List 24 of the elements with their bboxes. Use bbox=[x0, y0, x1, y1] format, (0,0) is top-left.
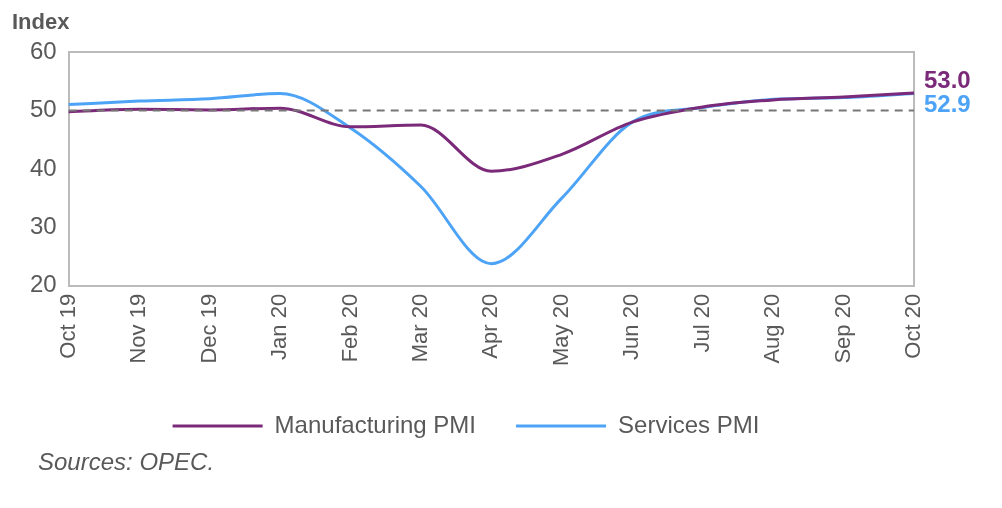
y-tick-label: 50 bbox=[29, 95, 57, 123]
x-tick-label: Jan 20 bbox=[266, 293, 292, 360]
x-tick-label: Aug 20 bbox=[759, 293, 785, 364]
data-label: 52.9 bbox=[924, 90, 971, 118]
x-tick-label: Dec 19 bbox=[195, 293, 221, 364]
x-tick-label: May 20 bbox=[547, 293, 573, 367]
x-tick-label: Sep 20 bbox=[829, 293, 855, 364]
legend-label: Manufacturing PMI bbox=[274, 410, 477, 438]
x-tick-label: Jul 20 bbox=[688, 293, 714, 353]
y-tick-label: 40 bbox=[29, 153, 57, 181]
y-tick-label: 60 bbox=[29, 36, 57, 64]
x-tick-label: Feb 20 bbox=[336, 293, 362, 363]
data-label: 53.0 bbox=[924, 65, 971, 93]
source-note: Sources: OPEC. bbox=[37, 448, 216, 476]
y-tick-label: 30 bbox=[29, 212, 57, 240]
x-tick-label: Mar 20 bbox=[406, 293, 432, 363]
legend-label: Services PMI bbox=[618, 410, 760, 438]
y-tick-label: 20 bbox=[29, 270, 57, 298]
x-tick-label: Oct 20 bbox=[900, 293, 926, 359]
x-tick-label: Oct 19 bbox=[54, 293, 80, 359]
x-tick-label: Apr 20 bbox=[477, 293, 503, 359]
y-axis-title: Index bbox=[12, 9, 71, 35]
x-tick-label: Nov 19 bbox=[125, 293, 151, 364]
x-tick-label: Jun 20 bbox=[618, 293, 644, 360]
